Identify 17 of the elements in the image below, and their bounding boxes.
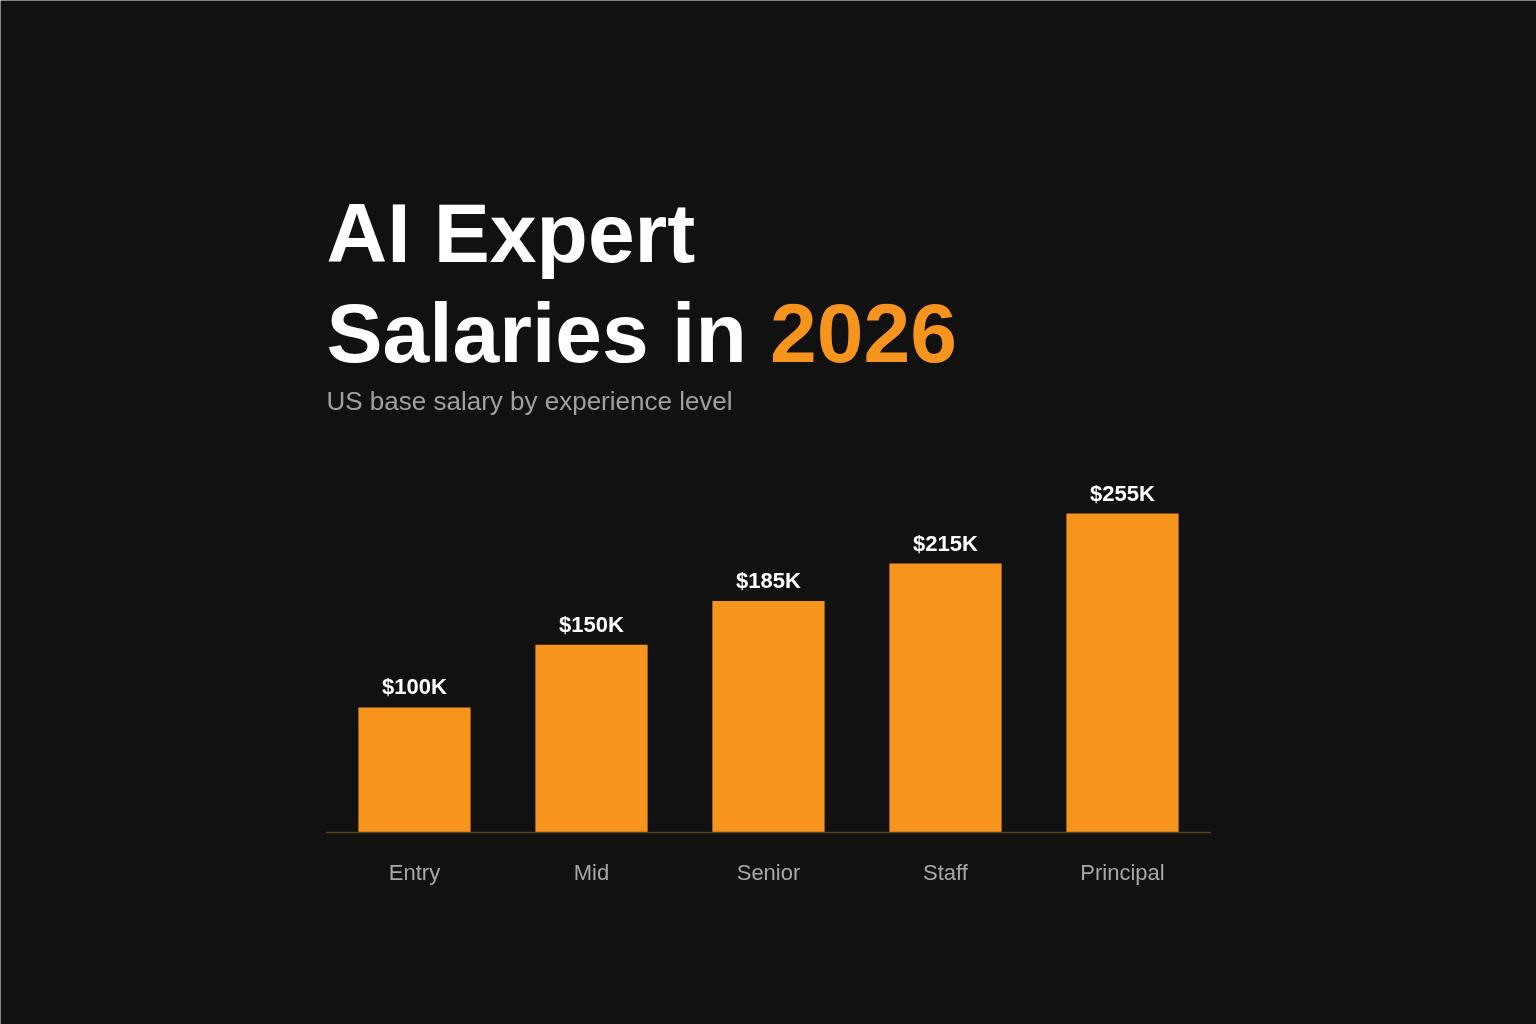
bar [535,644,648,833]
bar [358,707,471,833]
bar [712,601,825,833]
chart-subtitle: US base salary by experience level [326,385,733,416]
data-label: $150K [559,611,625,637]
data-label: $185K [736,568,802,594]
x-tick-label: Senior [736,859,801,885]
data-label: $255K [1090,480,1156,506]
chart-title: AI Expert Salaries in 2026 [326,185,957,380]
bar [1066,513,1179,833]
x-tick-label: Staff [923,859,969,885]
x-tick-label: Entry [388,859,441,885]
data-label: $215K [913,530,979,556]
bar [889,563,1002,833]
data-label: $100K [382,674,448,700]
x-tick-label: Mid [573,859,610,885]
x-tick-label: Principal [1080,859,1165,885]
